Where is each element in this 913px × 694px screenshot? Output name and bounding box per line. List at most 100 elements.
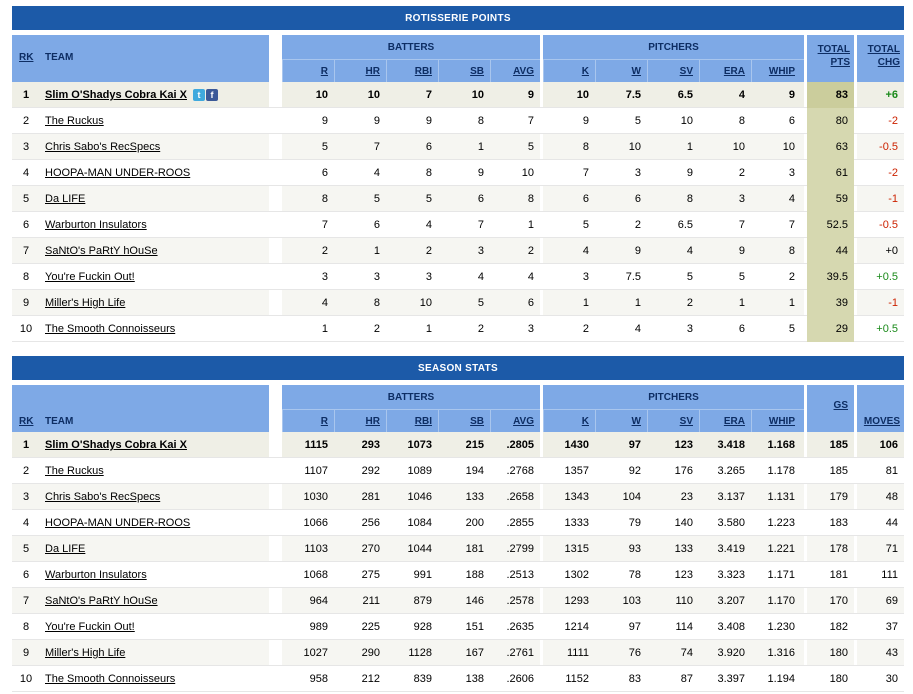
stat-cell-k: 4 (582, 245, 589, 257)
sort-link-sv[interactable]: SV (679, 416, 693, 427)
sort-link-k[interactable]: K (581, 66, 589, 77)
total-chg-line1[interactable]: TOTAL (867, 44, 900, 55)
stat-cell-sv: 9 (686, 167, 693, 179)
total-chg-line2[interactable]: CHG (877, 57, 900, 68)
moves-cell: 30 (885, 673, 898, 685)
stat-cell-whip: 1.230 (767, 621, 795, 633)
stat-cell-w: 79 (628, 517, 641, 529)
stat-cell-r: 3 (321, 271, 328, 283)
team-link[interactable]: You're Fuckin Out! (45, 621, 135, 633)
column-gap (804, 134, 807, 159)
column-gap (804, 666, 807, 691)
twitter-icon[interactable]: t (193, 89, 205, 102)
team-link[interactable]: HOOPA-MAN UNDER-ROOS (45, 167, 191, 179)
gs-cell: 185 (829, 465, 848, 477)
table-header: RK TEAM BATTERS R HR RBI SB AVG PITCHERS K W SV ERA W… (12, 380, 904, 432)
total-chg-cell: -2 (888, 167, 898, 179)
column-gap (269, 536, 282, 561)
sort-link-sb[interactable]: SB (470, 66, 484, 77)
sort-link-whip[interactable]: WHIP (768, 66, 795, 77)
total-pts-cell: 52.5 (807, 212, 854, 238)
pitchers-group-label: PITCHERS (543, 385, 804, 410)
stat-cell-avg: 7 (527, 115, 534, 127)
team-link[interactable]: You're Fuckin Out! (45, 271, 135, 283)
team-link[interactable]: SaNtO's PaRtY hOuSe (45, 595, 158, 607)
moves-column-header[interactable]: MOVES (863, 416, 900, 427)
stat-cell-sb: 146 (465, 595, 484, 607)
rank-cell: 6 (22, 569, 30, 581)
team-cell: Chris Sabo's RecSpecs (45, 484, 275, 510)
team-link[interactable]: The Ruckus (45, 115, 104, 127)
gs-cell: 182 (829, 621, 848, 633)
team-link[interactable]: HOOPA-MAN UNDER-ROOS (45, 517, 191, 529)
sort-link-w[interactable]: W (631, 416, 641, 427)
team-link[interactable]: Warburton Insulators (45, 569, 147, 581)
sort-link-k[interactable]: K (581, 416, 589, 427)
sort-link-sb[interactable]: SB (470, 416, 484, 427)
stat-cell-k: 1357 (564, 465, 589, 477)
sort-link-era[interactable]: ERA (723, 66, 745, 77)
stat-cell-sb: 3 (477, 245, 484, 257)
sort-link-r[interactable]: R (320, 66, 328, 77)
sort-link-era[interactable]: ERA (723, 416, 745, 427)
column-gap (540, 536, 543, 561)
stat-cell-hr: 211 (362, 595, 380, 607)
rank-cell: 10 (19, 673, 33, 685)
team-link[interactable]: The Smooth Connoisseurs (45, 673, 176, 685)
stat-cell-sv: 8 (686, 193, 693, 205)
sort-link-rbi[interactable]: RBI (414, 416, 432, 427)
total-pts-line1[interactable]: TOTAL (817, 44, 850, 55)
stat-cell-rbi: 8 (425, 167, 432, 179)
stat-cell-sb: 188 (465, 569, 484, 581)
sort-link-sv[interactable]: SV (679, 66, 693, 77)
team-link[interactable]: Miller's High Life (45, 647, 126, 659)
column-gap (540, 186, 543, 211)
stat-cell-era: 3.580 (717, 517, 745, 529)
stat-cell-sb: 5 (477, 297, 484, 309)
column-gap (269, 82, 282, 107)
gs-column-header[interactable]: GS (833, 400, 848, 411)
team-link[interactable]: SaNtO's PaRtY hOuSe (45, 245, 158, 257)
column-header-k: K (543, 410, 595, 432)
sort-link-rbi[interactable]: RBI (414, 66, 432, 77)
stat-cell-rbi: 1044 (407, 543, 432, 555)
sort-link-whip[interactable]: WHIP (768, 416, 795, 427)
rk-column-header[interactable]: RK (19, 52, 34, 63)
team-link[interactable]: Miller's High Life (45, 297, 126, 309)
stat-cell-rbi: 9 (425, 115, 432, 127)
team-link[interactable]: Slim O'Shadys Cobra Kai X (45, 89, 187, 101)
column-gap (540, 212, 543, 237)
sort-link-r[interactable]: R (320, 416, 328, 427)
team-cell: Warburton Insulators (45, 212, 275, 238)
team-link[interactable]: Chris Sabo's RecSpecs (45, 491, 161, 503)
total-pts-line2[interactable]: PTS (830, 57, 850, 68)
stat-cell-sb: 200 (465, 517, 484, 529)
team-link[interactable]: The Ruckus (45, 465, 104, 477)
stat-cell-avg: 3 (527, 323, 534, 335)
team-link[interactable]: Chris Sabo's RecSpecs (45, 141, 161, 153)
column-gap (804, 510, 807, 535)
column-header-rbi: RBI (386, 410, 438, 432)
table-row: 3 Chris Sabo's RecSpecs 5 7 6 1 5 8 10 1 10 10 63 -0.… (12, 134, 904, 160)
team-link[interactable]: Slim O'Shadys Cobra Kai X (45, 439, 187, 451)
rk-column-header[interactable]: RK (19, 416, 34, 427)
sort-link-avg[interactable]: AVG (513, 66, 534, 77)
moves-header: MOVES (857, 385, 904, 432)
stat-cell-w: 7.5 (625, 271, 641, 283)
column-gap (540, 264, 543, 289)
stat-cell-hr: 225 (361, 621, 380, 633)
stat-cell-sb: 1 (477, 141, 484, 153)
stat-cell-sb: 181 (465, 543, 484, 555)
team-link[interactable]: Da LIFE (45, 543, 86, 555)
facebook-icon[interactable]: f (206, 89, 218, 102)
sort-link-hr[interactable]: HR (365, 416, 380, 427)
team-link[interactable]: The Smooth Connoisseurs (45, 323, 176, 335)
team-link[interactable]: Da LIFE (45, 193, 86, 205)
stat-cell-w: 97 (628, 621, 641, 633)
stat-cell-rbi: 7 (425, 89, 432, 101)
sort-link-w[interactable]: W (631, 66, 641, 77)
team-link[interactable]: Warburton Insulators (45, 219, 147, 231)
stat-cell-w: 5 (634, 115, 641, 127)
sort-link-avg[interactable]: AVG (513, 416, 534, 427)
sort-link-hr[interactable]: HR (365, 66, 380, 77)
